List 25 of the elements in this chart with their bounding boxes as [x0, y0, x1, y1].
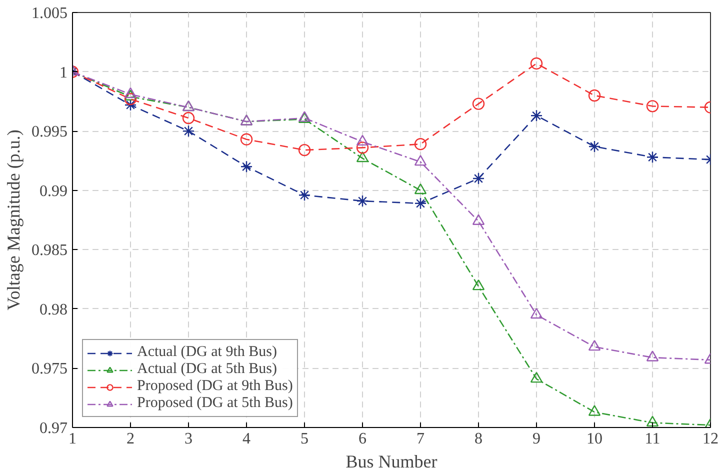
- legend-label: Proposed (DG at 5th Bus): [137, 395, 293, 412]
- x-tick-label: 7: [416, 430, 424, 448]
- x-tick-label: 12: [702, 430, 718, 448]
- y-tick-label: 0.99: [40, 182, 68, 200]
- x-tick-label: 3: [184, 430, 192, 448]
- x-tick-label: 6: [358, 430, 366, 448]
- y-tick-label: 0.97: [40, 420, 68, 437]
- x-tick-label: 5: [300, 430, 308, 448]
- legend-label: Actual (DG at 5th Bus): [137, 361, 277, 378]
- y-tick-label: 0.975: [32, 360, 68, 378]
- y-tick-label: 0.98: [40, 301, 68, 318]
- x-tick-label: 4: [242, 430, 250, 448]
- x-tick-label: 9: [532, 430, 540, 448]
- x-tick-label: 11: [644, 430, 660, 448]
- x-tick-label: 8: [474, 430, 482, 448]
- x-tick-label: 10: [586, 430, 602, 448]
- x-axis-title: Bus Number: [346, 452, 438, 472]
- y-tick-label: 1: [60, 64, 68, 82]
- y-axis-title: Voltage Magnitude (p.u.): [4, 130, 24, 310]
- legend-label: Actual (DG at 9th Bus): [137, 344, 277, 361]
- y-tick-label: 0.995: [32, 124, 68, 141]
- y-tick-label: 1.005: [32, 5, 68, 22]
- legend-label: Proposed (DG at 9th Bus): [137, 378, 293, 395]
- x-tick-label: 2: [126, 430, 134, 448]
- y-tick-label: 0.985: [32, 242, 68, 260]
